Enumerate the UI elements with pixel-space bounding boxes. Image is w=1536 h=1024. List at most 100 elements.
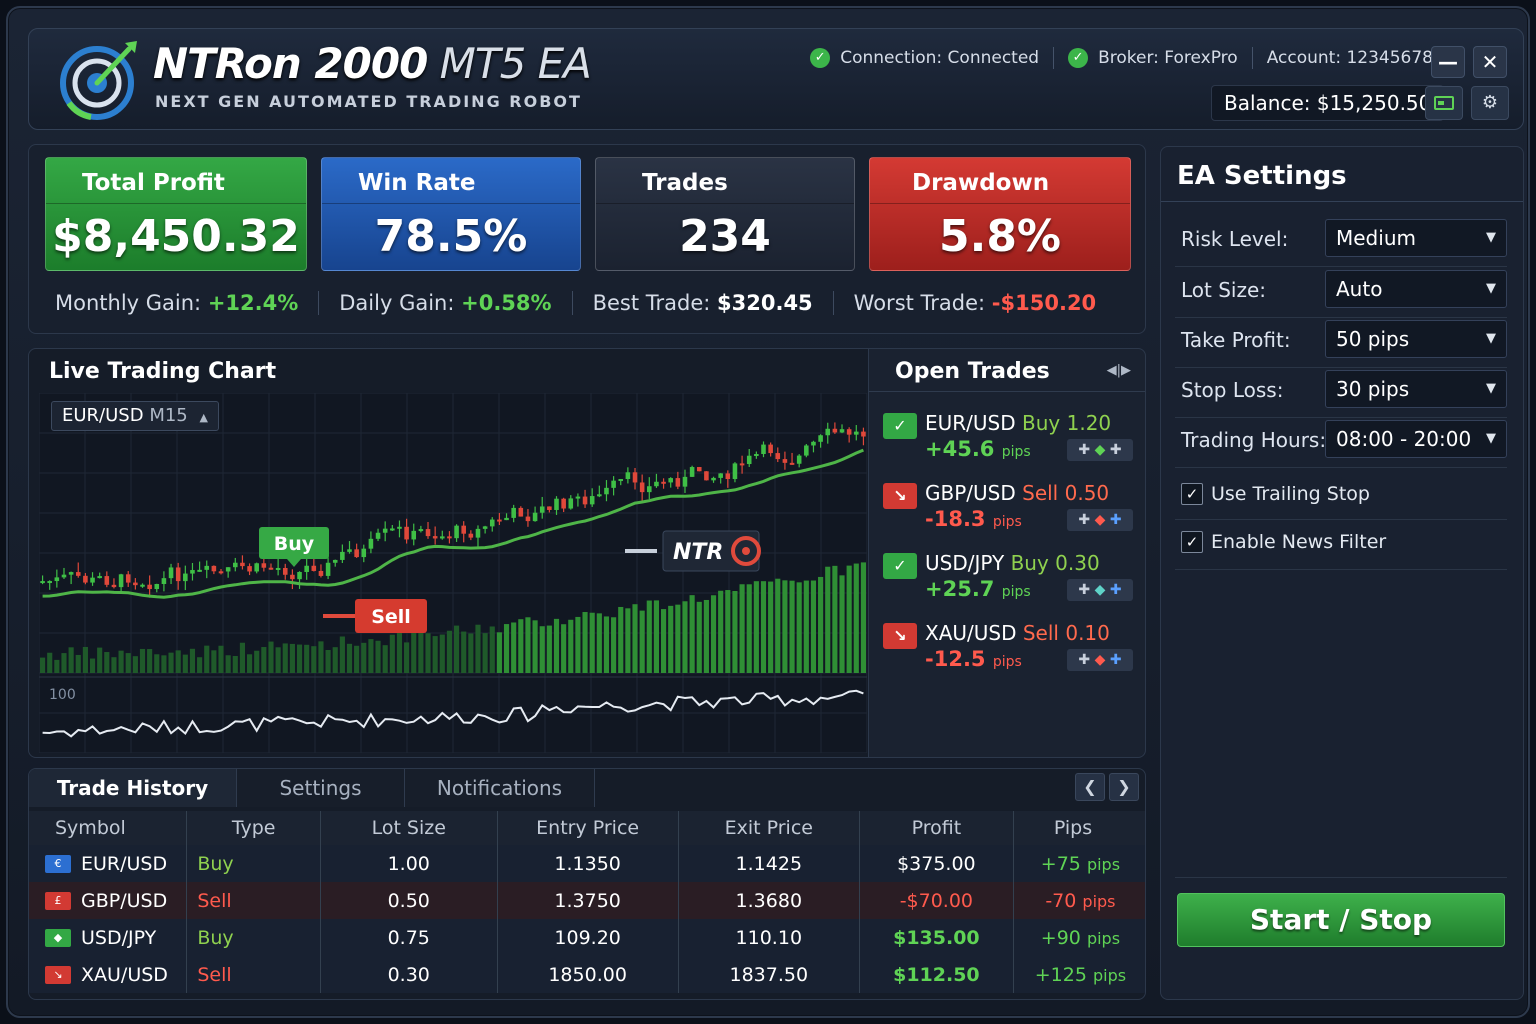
app-subtitle: NEXT GEN AUTOMATED TRADING ROBOT: [155, 92, 582, 111]
risk-level-row: Risk Level: Medium ▼: [1175, 219, 1507, 267]
eur-flag-icon: €: [45, 855, 71, 873]
stop-loss-row: Stop Loss: 30 pips ▼: [1175, 370, 1507, 418]
lot-size-row: Lot Size: Auto ▼: [1175, 270, 1507, 318]
open-trades-title: Open Trades: [895, 359, 1050, 384]
drawdown-value: 5.8%: [938, 211, 1062, 262]
best-trade-value: $320.45: [717, 291, 813, 315]
stop-loss-select[interactable]: 30 pips ▼: [1325, 370, 1507, 408]
col-exit-price[interactable]: Exit Price: [678, 811, 860, 845]
trade-actions[interactable]: ✚ ◆ ✚: [1067, 649, 1133, 671]
total-profit-label: Total Profit: [46, 158, 306, 204]
minimize-button[interactable]: —: [1431, 46, 1465, 78]
connection-check-icon: ✓: [810, 48, 831, 68]
target-logo-icon: [60, 41, 137, 120]
wallet-icon[interactable]: [1425, 86, 1463, 120]
lot-size-label: Lot Size:: [1181, 278, 1267, 302]
col-pips[interactable]: Pips: [1013, 811, 1145, 845]
trade-actions[interactable]: ✚ ◆ ✚: [1067, 579, 1133, 601]
header-bar: NTRon 2000 MT5 EA NEXT GEN AUTOMATED TRA…: [28, 28, 1524, 130]
chevron-down-icon: ▼: [1486, 281, 1496, 296]
risk-level-select[interactable]: Medium ▼: [1325, 219, 1507, 257]
col-lot-size[interactable]: Lot Size: [320, 811, 498, 845]
trades-label: Trades: [596, 158, 854, 204]
trade-actions[interactable]: ✚ ◆ ✚: [1067, 509, 1133, 531]
take-profit-row: Take Profit: 50 pips ▼: [1175, 320, 1507, 368]
next-arrow-icon[interactable]: ❯: [1109, 773, 1139, 801]
drawdown-card: Drawdown 5.8%: [869, 157, 1131, 271]
win-rate-card: Win Rate 78.5%: [321, 157, 581, 271]
table-row[interactable]: £ GBP/USD Sell 0.50 1.3750 1.3680 -$70.00…: [29, 882, 1145, 919]
monthly-gain-value: +12.4%: [207, 291, 299, 315]
check-icon: ✓: [883, 413, 917, 439]
worst-trade-label: Worst Trade:: [853, 291, 986, 315]
gbp-flag-icon: £: [45, 892, 71, 910]
open-trade-item[interactable]: ✓ USD/JPY Buy 0.30 +25.7 pips ✚ ◆ ✚: [883, 547, 1133, 613]
trades-card: Trades 234: [595, 157, 855, 271]
history-panel: Trade History Settings Notifications ❮ ❯…: [28, 768, 1146, 1000]
drawdown-label: Drawdown: [870, 158, 1130, 204]
xau-flag-icon: ↘: [45, 966, 71, 984]
col-profit[interactable]: Profit: [859, 811, 1014, 845]
open-trades-panel: Open Trades ◀|▶ ✓ EUR/USD Buy 1.20 +45.6…: [868, 348, 1146, 758]
settings-title: EA Settings: [1177, 161, 1347, 191]
indicator-tick-label: 100: [49, 687, 76, 703]
take-profit-select[interactable]: 50 pips ▼: [1325, 320, 1507, 358]
ea-settings-panel: EA Settings Risk Level: Medium ▼ Lot Size…: [1160, 146, 1524, 1000]
arrow-down-icon: ↘: [883, 483, 917, 509]
table-row[interactable]: ↘ XAU/USD Sell 0.30 1850.00 1837.50 $112.…: [29, 956, 1145, 993]
trades-value: 234: [679, 211, 771, 262]
sell-marker: Sell: [323, 599, 427, 633]
broker-check-icon: ✓: [1068, 48, 1089, 68]
chevron-down-icon: ▼: [1486, 431, 1496, 446]
connection-status: Connection: Connected: [840, 48, 1040, 68]
news-filter-label: Enable News Filter: [1211, 531, 1387, 553]
tab-settings[interactable]: Settings: [237, 769, 405, 807]
chevron-down-icon: ▼: [1486, 381, 1496, 396]
buy-marker: Buy: [259, 527, 329, 567]
tab-notifications[interactable]: Notifications: [405, 769, 595, 807]
start-stop-button[interactable]: Start / Stop: [1177, 893, 1505, 947]
gear-icon[interactable]: ⚙: [1471, 86, 1509, 120]
checkbox-check-icon[interactable]: ✓: [1181, 483, 1203, 505]
risk-level-label: Risk Level:: [1181, 227, 1289, 251]
trading-hours-select[interactable]: 08:00 - 20:00 ▼: [1325, 420, 1507, 458]
total-profit-value: $8,450.32: [52, 211, 300, 262]
app-title: NTRon 2000 MT5 EA: [153, 39, 592, 88]
trade-actions[interactable]: ✚ ◆ ✚: [1067, 439, 1133, 461]
close-button[interactable]: ✕: [1473, 46, 1507, 78]
candlestick-chart[interactable]: 100 Buy Sell NTR: [39, 393, 867, 753]
svg-text:NTR: NTR: [673, 540, 723, 565]
check-icon: ✓: [883, 553, 917, 579]
trailing-stop-label: Use Trailing Stop: [1211, 483, 1370, 505]
stop-loss-label: Stop Loss:: [1181, 378, 1284, 402]
best-trade-label: Best Trade:: [592, 291, 711, 315]
chevron-down-icon: ▼: [1486, 331, 1496, 346]
symbol-selector[interactable]: EUR/USD M15 ▲: [51, 401, 219, 431]
table-row[interactable]: € EUR/USD Buy 1.00 1.1350 1.1425 $375.00 …: [29, 845, 1145, 882]
app-window: NTRon 2000 MT5 EA NEXT GEN AUTOMATED TRA…: [6, 6, 1530, 1018]
open-trade-item[interactable]: ↘ XAU/USD Sell 0.10 -12.5 pips ✚ ◆ ✚: [883, 617, 1133, 683]
col-symbol[interactable]: Symbol: [29, 811, 188, 845]
total-profit-card: Total Profit $8,450.32: [45, 157, 307, 271]
open-trade-item[interactable]: ✓ EUR/USD Buy 1.20 +45.6 pips ✚ ◆ ✚: [883, 407, 1133, 473]
monthly-gain-label: Monthly Gain:: [55, 291, 202, 315]
daily-gain-label: Daily Gain:: [339, 291, 455, 315]
col-entry-price[interactable]: Entry Price: [497, 811, 679, 845]
stats-panel: Total Profit $8,450.32 Win Rate 78.5% Tr…: [28, 144, 1146, 334]
worst-trade-value: -$150.20: [991, 291, 1097, 315]
tab-trade-history[interactable]: Trade History: [29, 769, 237, 807]
col-type[interactable]: Type: [186, 811, 321, 845]
panel-resize-icon[interactable]: ◀|▶: [1106, 363, 1131, 378]
table-row[interactable]: ◆ USD/JPY Buy 0.75 109.20 110.10 $135.00 …: [29, 919, 1145, 956]
chart-symbol: EUR/USD: [62, 405, 144, 426]
take-profit-label: Take Profit:: [1181, 328, 1291, 352]
trading-hours-label: Trading Hours:: [1181, 428, 1327, 452]
open-trade-item[interactable]: ↘ GBP/USD Sell 0.50 -18.3 pips ✚ ◆ ✚: [883, 477, 1133, 543]
checkbox-check-icon[interactable]: ✓: [1181, 531, 1203, 553]
prev-arrow-icon[interactable]: ❮: [1075, 773, 1105, 801]
news-filter-checkbox[interactable]: ✓ Enable News Filter: [1181, 525, 1507, 565]
chevron-up-icon: ▲: [199, 411, 208, 424]
lot-size-select[interactable]: Auto ▼: [1325, 270, 1507, 308]
trading-hours-row: Trading Hours: 08:00 - 20:00 ▼: [1175, 420, 1507, 468]
trailing-stop-checkbox[interactable]: ✓ Use Trailing Stop: [1181, 477, 1507, 517]
